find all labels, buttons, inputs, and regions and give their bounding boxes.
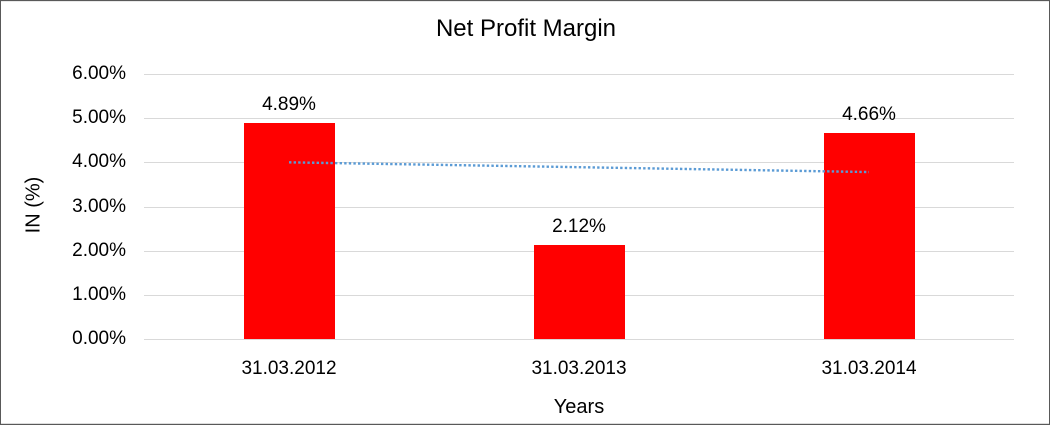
y-tick-label: 6.00% (72, 63, 126, 84)
y-tick-label: 4.00% (72, 151, 126, 173)
bar-31.03.2013 (533, 245, 625, 339)
chart-title: Net Profit Margin (435, 15, 617, 42)
gridline-0.00% (144, 339, 1014, 340)
gridline-6.00% (144, 74, 1014, 75)
gridline-5.00% (144, 118, 1014, 120)
gridline-4.00% (144, 162, 1014, 164)
data-label-31.03.2012: 4.89% (262, 94, 316, 116)
x-axis-title: Years (553, 396, 605, 418)
y-tick-label: 2.00% (72, 239, 126, 261)
data-label-31.03.2013: 2.12% (552, 216, 606, 238)
bar-31.03.2014 (823, 133, 915, 339)
data-label-31.03.2014: 4.66% (842, 104, 896, 126)
x-tick-label-31.03.2013: 31.03.2013 (531, 358, 627, 379)
bar-31.03.2012 (243, 123, 335, 339)
gridline-3.00% (144, 206, 1014, 208)
y-tick-label: 0.00% (72, 328, 126, 349)
y-tick-label: 5.00% (72, 107, 126, 129)
trendline-segment (288, 161, 870, 174)
x-tick-label-31.03.2014: 31.03.2014 (821, 358, 917, 379)
x-tick-label-31.03.2012: 31.03.2012 (241, 358, 337, 379)
y-tick-label: 1.00% (72, 283, 126, 305)
y-tick-label: 3.00% (72, 195, 126, 217)
